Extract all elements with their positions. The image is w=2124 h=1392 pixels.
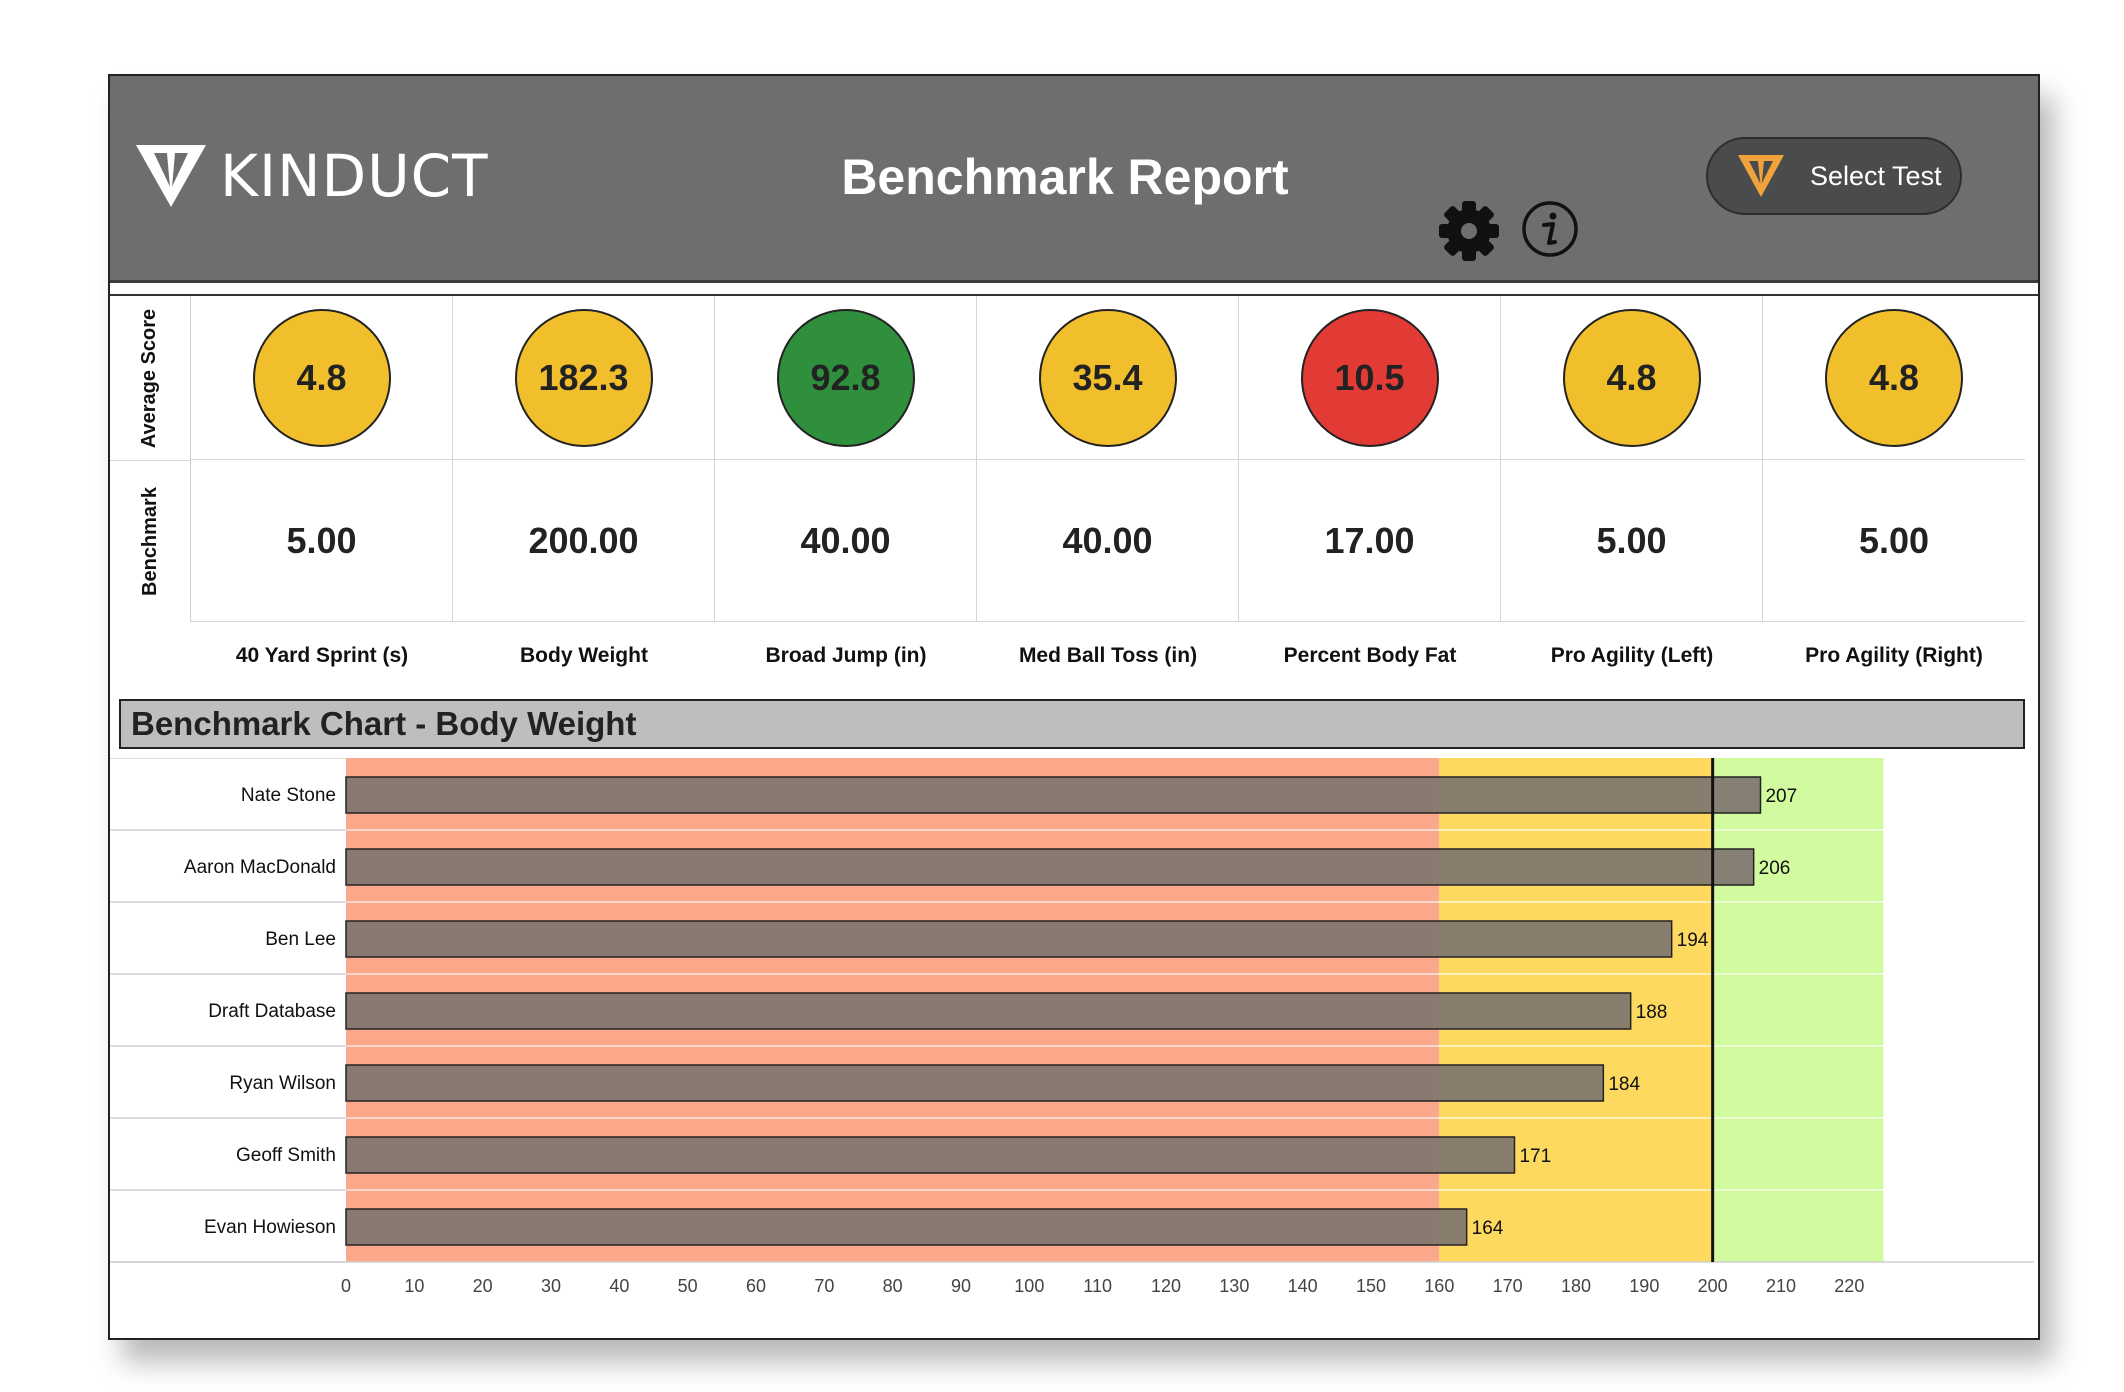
benchmark-cell: 17.00: [1239, 460, 1501, 622]
average-score-circle: 4.8: [252, 308, 391, 447]
x-tick-label: 90: [951, 1276, 971, 1296]
x-tick-label: 20: [473, 1276, 493, 1296]
category-label: Geoff Smith: [236, 1145, 336, 1166]
bar: [345, 1136, 1516, 1174]
benchmark-value: 40.00: [1062, 519, 1153, 561]
test-name-label[interactable]: Pro Agility (Left): [1550, 644, 1714, 667]
gear-icon[interactable]: [1438, 200, 1500, 262]
benchmark-cell: 40.00: [715, 460, 977, 622]
average-score-circle: 35.4: [1038, 308, 1177, 447]
average-cell: 92.8: [715, 296, 977, 460]
average-cell: 10.5: [1239, 296, 1501, 460]
chart-title: Benchmark Chart - Body Weight: [119, 699, 2025, 749]
x-tick-label: 70: [814, 1276, 834, 1296]
x-tick-label: 200: [1698, 1276, 1728, 1296]
x-tick-label: 110: [1083, 1276, 1112, 1296]
bar: [345, 1064, 1605, 1102]
x-tick-label: 210: [1766, 1276, 1796, 1296]
benchmark-value: 40.00: [800, 519, 891, 561]
data-label: 206: [1759, 858, 1791, 879]
x-tick-label: 100: [1014, 1276, 1044, 1296]
x-tick-label: 150: [1356, 1276, 1386, 1296]
benchmark-value: 17.00: [1324, 519, 1415, 561]
data-label: 164: [1472, 1218, 1504, 1239]
average-cell: 182.3: [453, 296, 715, 460]
x-tick-label: 30: [541, 1276, 561, 1296]
x-tick-label: 190: [1629, 1276, 1659, 1296]
x-tick-label: 170: [1493, 1276, 1523, 1296]
x-tick-label: 50: [678, 1276, 698, 1296]
average-score-circle: 4.8: [1562, 308, 1701, 447]
kinduct-logo-icon: [136, 145, 206, 207]
test-name-label[interactable]: Broad Jump (in): [765, 644, 927, 667]
category-label: Nate Stone: [241, 785, 336, 806]
info-icon[interactable]: [1520, 199, 1580, 259]
bar: [345, 992, 1632, 1030]
benchmark-cell: 5.00: [1763, 460, 2025, 622]
test-name-label[interactable]: Med Ball Toss (in): [1018, 644, 1198, 667]
kinduct-logo: KINDUCT: [134, 142, 489, 210]
score-grid: Average Score Benchmark 4.8 182.3 92.8 3…: [110, 294, 2038, 704]
average-score-circle: 182.3: [514, 308, 653, 447]
benchmark-cell: 200.00: [453, 460, 715, 622]
data-label: 171: [1519, 1146, 1551, 1167]
x-tick-label: 160: [1424, 1276, 1454, 1296]
x-tick-label: 10: [404, 1276, 424, 1296]
test-name-label[interactable]: Percent Body Fat: [1283, 644, 1457, 667]
x-tick-label: 180: [1561, 1276, 1591, 1296]
select-test-label: Select Test: [1810, 160, 1942, 191]
x-tick-label: 140: [1288, 1276, 1318, 1296]
average-cell: 35.4: [977, 296, 1239, 460]
average-cell: 4.8: [1763, 296, 2025, 460]
data-label: 188: [1636, 1002, 1668, 1023]
bar: [345, 848, 1755, 886]
x-tick-label: 220: [1834, 1276, 1864, 1296]
category-label: Ben Lee: [265, 929, 336, 950]
data-label: 184: [1608, 1074, 1640, 1095]
test-name-label[interactable]: 40 Yard Sprint (s): [235, 644, 409, 667]
zone-above: [1712, 758, 1884, 1262]
benchmark-value: 5.00: [1858, 519, 1930, 561]
test-name-label[interactable]: Body Weight: [520, 644, 648, 667]
x-tick-label: 120: [1151, 1276, 1181, 1296]
x-tick-label: 130: [1219, 1276, 1249, 1296]
select-test-button[interactable]: Select Test: [1706, 137, 1962, 215]
row-label-average: Average Score: [110, 296, 191, 461]
bar: [345, 920, 1673, 958]
benchmark-cell: 5.00: [191, 460, 453, 622]
average-score-circle: 4.8: [1825, 308, 1963, 447]
bar: [345, 1208, 1468, 1246]
benchmark-cell: 5.00: [1501, 460, 1763, 622]
average-cell: 4.8: [1501, 296, 1763, 460]
average-score-circle: 10.5: [1300, 308, 1439, 447]
header-bar: KINDUCT Benchmark Report Sele: [110, 76, 2038, 283]
x-tick-label: 0: [341, 1276, 351, 1296]
average-cell: 4.8: [191, 296, 453, 460]
benchmark-cell: 40.00: [977, 460, 1239, 622]
average-score-circle: 92.8: [776, 308, 915, 447]
logo-text: KINDUCT: [220, 142, 489, 210]
row-label-benchmark: Benchmark: [110, 460, 191, 622]
bar: [345, 776, 1762, 814]
page-title: Benchmark Report: [841, 149, 1289, 205]
benchmark-value: 5.00: [1596, 519, 1667, 561]
x-tick-label: 80: [883, 1276, 903, 1296]
category-label: Draft Database: [208, 1001, 336, 1022]
category-label: Aaron MacDonald: [184, 857, 336, 878]
x-tick-label: 40: [609, 1276, 629, 1296]
category-label: Ryan Wilson: [229, 1073, 336, 1094]
benchmark-value: 200.00: [528, 519, 639, 561]
report-window: KINDUCT Benchmark Report Sele: [108, 74, 2040, 1340]
test-name-label[interactable]: Pro Agility (Right): [1805, 644, 1983, 667]
data-label: 194: [1677, 930, 1709, 951]
category-label: Evan Howieson: [204, 1217, 336, 1238]
x-tick-label: 60: [746, 1276, 766, 1296]
benchmark-value: 5.00: [286, 519, 357, 561]
data-label: 207: [1765, 786, 1797, 807]
kinduct-orange-icon: [1738, 155, 1784, 197]
benchmark-bar-chart: Nate Stone 207 Aaron MacDonald 206 Ben Lee 19…: [110, 758, 2034, 1296]
